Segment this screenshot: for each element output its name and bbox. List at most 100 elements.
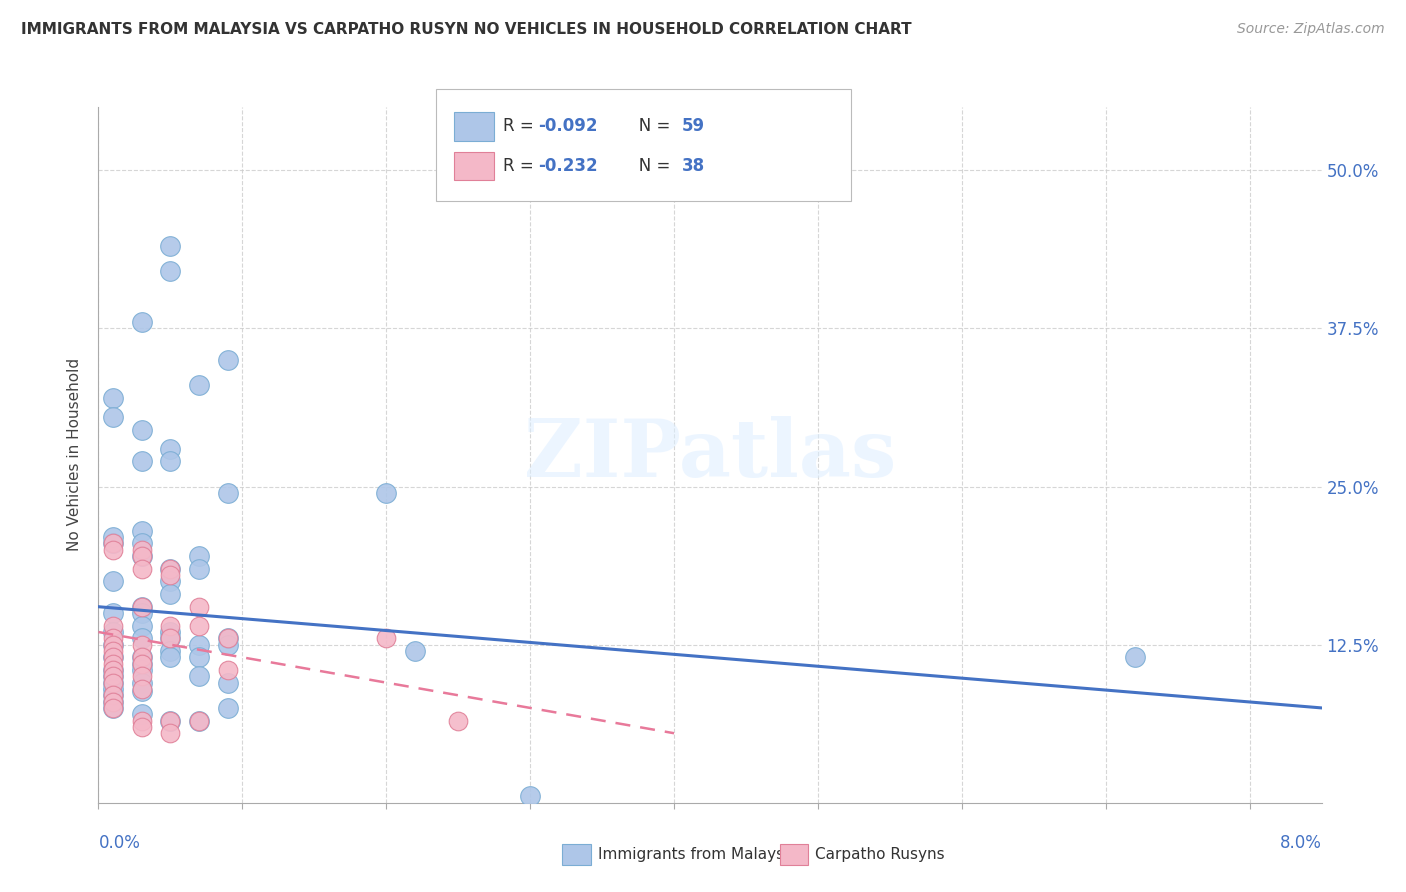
- Point: [188, 714, 211, 728]
- Point: [101, 688, 124, 702]
- Point: [101, 391, 124, 405]
- Point: [101, 663, 124, 677]
- Point: [217, 675, 239, 690]
- Point: [101, 644, 124, 658]
- Point: [101, 530, 124, 544]
- Point: [159, 587, 181, 601]
- Text: R =: R =: [503, 157, 540, 175]
- Text: N =: N =: [623, 117, 675, 135]
- Point: [159, 625, 181, 640]
- Point: [101, 650, 124, 665]
- Point: [217, 663, 239, 677]
- Y-axis label: No Vehicles in Household: No Vehicles in Household: [67, 359, 83, 551]
- Point: [131, 684, 153, 698]
- Point: [101, 409, 124, 424]
- Point: [101, 675, 124, 690]
- Point: [159, 562, 181, 576]
- Point: [131, 720, 153, 734]
- Point: [131, 632, 153, 646]
- Point: [404, 644, 426, 658]
- Point: [101, 663, 124, 677]
- Point: [101, 681, 124, 696]
- Point: [101, 650, 124, 665]
- Point: [188, 378, 211, 392]
- Point: [101, 669, 124, 683]
- Point: [131, 681, 153, 696]
- Point: [131, 663, 153, 677]
- Point: [131, 669, 153, 683]
- Point: [131, 650, 153, 665]
- Point: [159, 632, 181, 646]
- Text: Carpatho Rusyns: Carpatho Rusyns: [815, 847, 945, 862]
- Point: [131, 638, 153, 652]
- Point: [131, 657, 153, 671]
- Point: [159, 632, 181, 646]
- Point: [101, 657, 124, 671]
- Point: [159, 264, 181, 278]
- Point: [188, 669, 211, 683]
- Point: [101, 701, 124, 715]
- Point: [159, 442, 181, 456]
- Point: [188, 650, 211, 665]
- Point: [131, 562, 153, 576]
- Text: -0.232: -0.232: [538, 157, 598, 175]
- Point: [131, 549, 153, 563]
- Text: ZIPatlas: ZIPatlas: [524, 416, 896, 494]
- Point: [159, 714, 181, 728]
- Text: 0.0%: 0.0%: [98, 834, 141, 852]
- Text: Immigrants from Malaysia: Immigrants from Malaysia: [598, 847, 797, 862]
- Point: [101, 625, 124, 640]
- Point: [159, 644, 181, 658]
- Point: [188, 599, 211, 614]
- Point: [217, 353, 239, 368]
- Point: [217, 632, 239, 646]
- Point: [159, 239, 181, 253]
- Text: 8.0%: 8.0%: [1279, 834, 1322, 852]
- Point: [131, 675, 153, 690]
- Point: [159, 568, 181, 582]
- Text: N =: N =: [623, 157, 675, 175]
- Point: [101, 675, 124, 690]
- Point: [131, 618, 153, 632]
- Point: [101, 632, 124, 646]
- Point: [131, 657, 153, 671]
- Point: [131, 536, 153, 550]
- Point: [188, 638, 211, 652]
- Point: [188, 714, 211, 728]
- Point: [159, 726, 181, 740]
- Point: [519, 789, 541, 804]
- Text: Source: ZipAtlas.com: Source: ZipAtlas.com: [1237, 22, 1385, 37]
- Point: [131, 542, 153, 557]
- Point: [131, 599, 153, 614]
- Point: [131, 423, 153, 437]
- Point: [131, 524, 153, 538]
- Point: [159, 454, 181, 468]
- Point: [188, 562, 211, 576]
- Point: [131, 315, 153, 329]
- Point: [131, 714, 153, 728]
- Point: [217, 632, 239, 646]
- Point: [131, 454, 153, 468]
- Point: [101, 638, 124, 652]
- Point: [101, 606, 124, 620]
- Point: [101, 695, 124, 709]
- Point: [188, 618, 211, 632]
- Point: [101, 669, 124, 683]
- Point: [159, 618, 181, 632]
- Point: [159, 650, 181, 665]
- Text: R =: R =: [503, 117, 540, 135]
- Point: [131, 707, 153, 722]
- Point: [159, 562, 181, 576]
- Point: [131, 650, 153, 665]
- Point: [101, 701, 124, 715]
- Point: [131, 606, 153, 620]
- Point: [375, 486, 398, 500]
- Text: 59: 59: [682, 117, 704, 135]
- Point: [188, 549, 211, 563]
- Point: [159, 574, 181, 589]
- Point: [101, 542, 124, 557]
- Point: [101, 688, 124, 702]
- Point: [131, 599, 153, 614]
- Point: [217, 486, 239, 500]
- Point: [101, 536, 124, 550]
